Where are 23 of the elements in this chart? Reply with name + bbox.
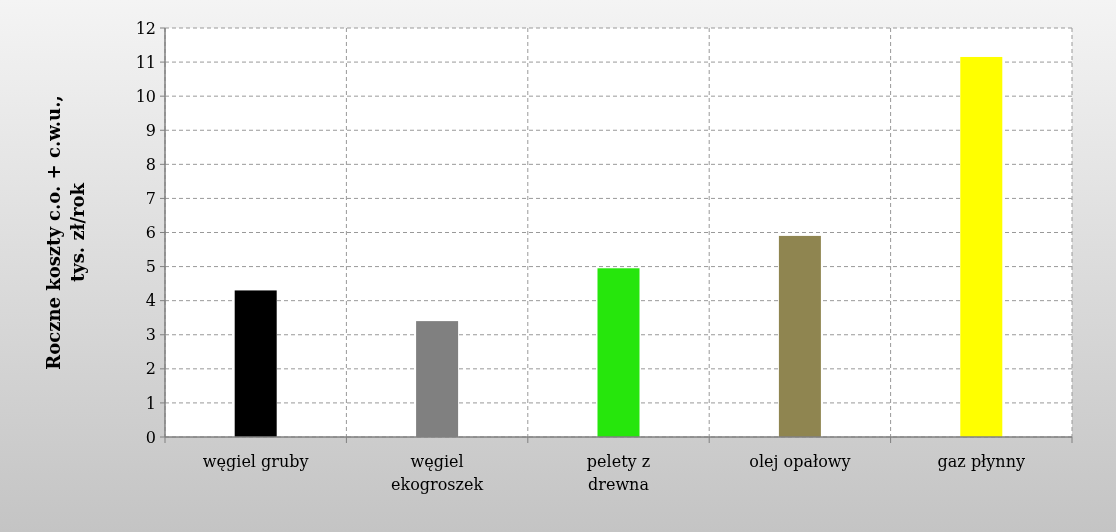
y-tick-label: 10: [135, 86, 156, 106]
y-tick-label: 9: [145, 120, 156, 140]
y-tick-label: 2: [145, 359, 156, 379]
x-tick-label: węgiel gruby: [202, 452, 309, 471]
bar: [234, 290, 277, 437]
y-tick-label: 1: [145, 393, 156, 413]
x-tick-label: węgiel ekogroszek: [391, 452, 484, 494]
x-tick-label: pelety z drewna: [586, 452, 651, 494]
y-tick-label: 11: [135, 52, 156, 72]
y-tick-label: 5: [145, 257, 156, 277]
y-tick-label: 7: [145, 189, 156, 209]
y-axis-title: Roczne koszty c.o. + c.w.u., tys. zł/rok: [43, 95, 88, 370]
y-tick-label: 8: [145, 154, 156, 174]
bar: [597, 268, 640, 437]
x-tick-label: olej opałowy: [749, 452, 851, 471]
x-tick-label: gaz płynny: [937, 452, 1026, 471]
y-tick-label: 4: [145, 291, 156, 311]
y-tick-label: 0: [145, 427, 156, 447]
y-tick-label: 6: [145, 223, 156, 243]
bar: [960, 56, 1003, 437]
bar: [778, 235, 821, 437]
y-tick-label: 3: [145, 325, 156, 345]
y-tick-label: 12: [135, 18, 156, 38]
